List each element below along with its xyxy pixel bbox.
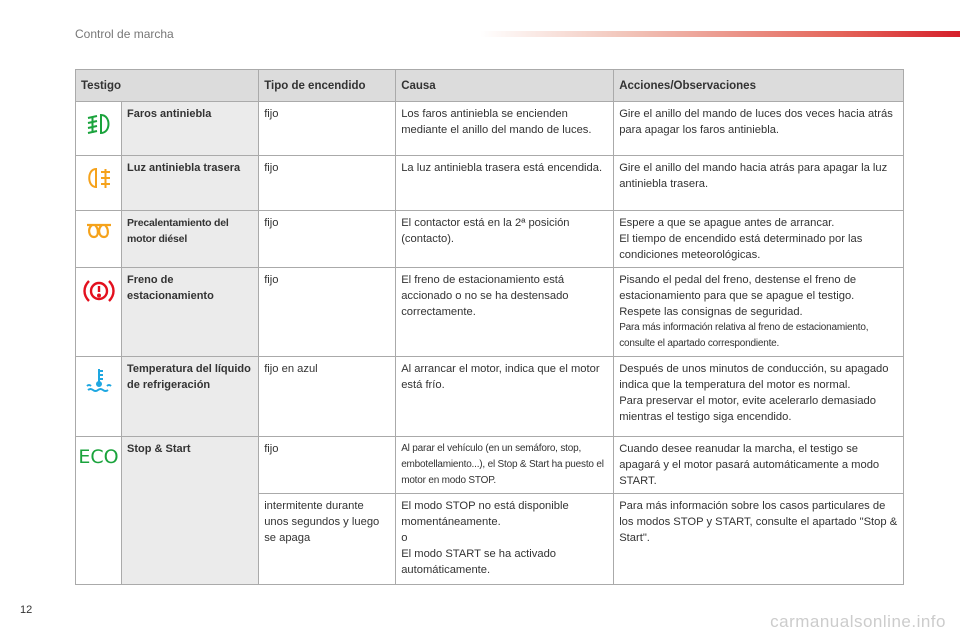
header-tipo: Tipo de encendido [258,69,397,102]
causa-cell: El contactor está en la 2ª posición (con… [395,210,615,268]
causa-cell: Los faros antiniebla se encienden median… [395,101,615,156]
acciones-text: Para más información sobre los casos par… [619,500,898,544]
warning-lights-table: Testigo Tipo de encendido Causa Acciones… [74,69,904,585]
coolant-temperature-icon [75,356,122,437]
glow-plug-icon [75,210,122,268]
table-row: Faros antiniebla fijo Los faros antinieb… [75,101,904,156]
acciones-cell: Para más información sobre los casos par… [613,493,904,585]
table-row: Luz antiniebla trasera fijo La luz antin… [75,155,904,211]
eco-icon: ECO [75,436,122,585]
header-testigo: Testigo [74,69,260,102]
header-causa: Causa [395,69,615,102]
acciones-text: El tiempo de encendido está determinado … [619,233,863,261]
section-title: Control de marcha [75,27,174,41]
causa-text: o [401,532,408,544]
table-header-row: Testigo Tipo de encendido Causa Acciones… [74,69,904,102]
front-fog-lamp-icon [75,101,122,156]
testigo-name: Freno de estacionamiento [120,267,260,357]
header-acciones: Acciones/Observaciones [613,69,904,102]
tipo-cell: fijo [258,436,397,494]
acciones-text: Espere a que se apague antes de arrancar… [619,217,835,229]
testigo-name: Precalentamiento del motor diésel [120,210,260,268]
parking-brake-icon [75,267,122,357]
acciones-text: Para preservar el motor, evite acelerarl… [619,395,877,423]
causa-text: El modo STOP no está disponible momentán… [401,500,569,528]
acciones-cell: Después de unos minutos de conducción, s… [613,356,904,437]
tipo-cell: fijo en azul [258,356,397,437]
header-accent-bar [480,31,960,37]
causa-cell: El modo STOP no está disponible momentán… [395,493,615,585]
causa-cell: La luz antiniebla trasera está encendida… [395,155,615,211]
testigo-name: Temperatura del líquido de refrigeración [120,356,260,437]
acciones-text: Pisando el pedal del freno, destense el … [619,274,857,302]
page-number: 12 [20,604,33,616]
testigo-name: Luz antiniebla trasera [120,155,260,211]
causa-cell: El freno de estacionamiento está acciona… [395,267,615,357]
acciones-text: Cuando desee reanudar la marcha, el test… [619,443,880,487]
tipo-cell: fijo [258,210,397,268]
acciones-cell: Espere a que se apague antes de arrancar… [613,210,904,268]
acciones-text: Gire el anillo del mando hacia atrás par… [619,162,888,190]
causa-cell: Al arrancar el motor, indica que el moto… [395,356,615,437]
acciones-text: Gire el anillo del mando de luces dos ve… [619,108,893,136]
tipo-cell: fijo [258,155,397,211]
watermark: carmanualsonline.info [770,612,946,631]
table-row: ECO Stop & Start fijo Al parar el vehícu… [75,436,904,585]
acciones-cell: Cuando desee reanudar la marcha, el test… [613,436,904,494]
table-row: Temperatura del líquido de refrigeración… [75,356,904,437]
testigo-name: Faros antiniebla [120,101,260,156]
acciones-cell: Gire el anillo del mando hacia atrás par… [613,155,904,211]
acciones-text: Después de unos minutos de conducción, s… [619,363,889,391]
table-row: Precalentamiento del motor diésel fijo E… [75,210,904,268]
testigo-name: Stop & Start [120,436,260,585]
acciones-cell: Gire el anillo del mando de luces dos ve… [613,101,904,156]
eco-icon-text: ECO [78,446,119,468]
acciones-text: Respete las consignas de seguridad. [619,306,803,318]
acciones-cell: Pisando el pedal del freno, destense el … [613,267,904,357]
rear-fog-lamp-icon [75,155,122,211]
causa-cell: Al parar el vehículo (en un semáforo, st… [395,436,615,494]
tipo-cell: intermitente durante unos segundos y lue… [258,493,397,585]
causa-text: El modo START se ha activado automáticam… [401,548,557,576]
tipo-cell: fijo [258,101,397,156]
acciones-note: Para más información relativa al freno d… [619,322,869,349]
tipo-cell: fijo [258,267,397,357]
table-row: intermitente durante unos segundos y lue… [76,493,904,585]
table-row: Freno de estacionamiento fijo El freno d… [75,267,904,357]
